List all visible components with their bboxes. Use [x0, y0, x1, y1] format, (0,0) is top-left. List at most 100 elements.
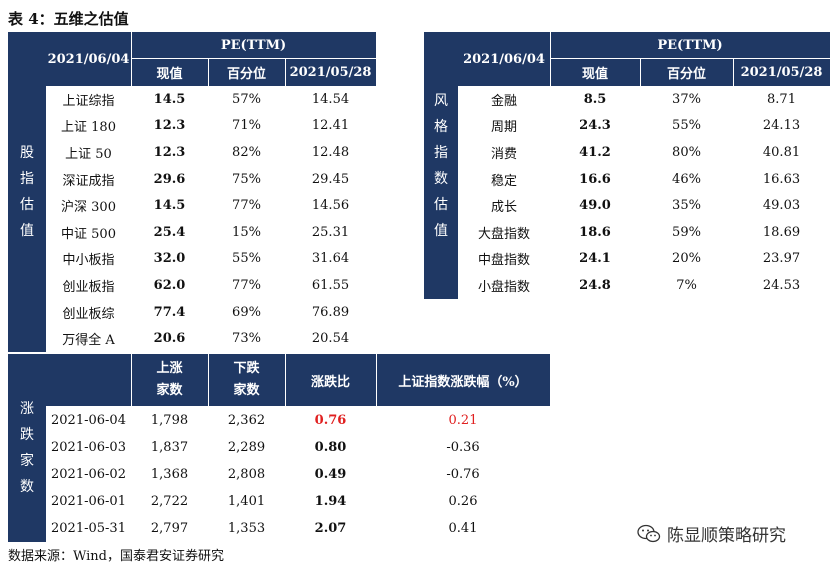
side-label-char: 数: [20, 479, 34, 495]
pe-percentile: 37%: [672, 91, 701, 107]
side-bar: [424, 32, 458, 299]
pe-prev-value: 18.69: [762, 224, 801, 240]
pe-percentile: 80%: [672, 144, 701, 160]
pe-current-value: 12.3: [153, 144, 186, 160]
style-name: 中盘指数: [477, 253, 530, 269]
col-header-decliners: 下跌 家数: [233, 361, 260, 398]
pe-prev-value: 14.54: [311, 91, 350, 107]
pe-ttm-header: PE(TTM): [220, 37, 287, 53]
watermark-text: 陈显顺策略研究: [667, 526, 786, 546]
pe-prev-value: 12.41: [311, 118, 350, 134]
index-change: 0.26: [448, 494, 478, 509]
advance-decline-ratio: 0.49: [314, 467, 347, 482]
advance-decline-ratio: 0.80: [314, 440, 347, 455]
pe-percentile: 71%: [232, 118, 261, 134]
watermark: 陈显顺策略研究: [637, 521, 786, 546]
pe-prev-value: 49.03: [762, 198, 801, 214]
header-bar: [46, 354, 550, 406]
pe-percentile: 46%: [672, 171, 701, 187]
side-label-char: 股: [20, 145, 34, 161]
side-label-char: 估: [434, 196, 448, 213]
pe-percentile: 59%: [672, 224, 701, 240]
decliners-count: 2,362: [227, 413, 266, 428]
pe-percentile: 20%: [672, 251, 701, 267]
pe-prev-value: 76.89: [311, 304, 350, 320]
advance-decline-ratio: 0.76: [314, 413, 347, 428]
date-header: 2021/06/04: [47, 51, 130, 67]
header-bar: [46, 32, 376, 86]
index-name: 沪深 300: [61, 200, 116, 216]
col-header-prev-date: 2021/05/28: [289, 65, 372, 80]
pe-prev-value: 31.64: [311, 251, 350, 267]
trade-date: 2021-06-01: [51, 494, 126, 509]
pe-percentile: 7%: [676, 277, 697, 293]
index-name: 上证 50: [65, 146, 112, 162]
side-label-char: 估: [20, 197, 34, 213]
index-name: 创业板指: [62, 279, 115, 295]
pe-percentile: 82%: [232, 144, 261, 160]
col-header-current: 现值: [581, 67, 608, 82]
side-label-char: 数: [434, 170, 448, 187]
pe-current-value: 25.4: [153, 224, 186, 240]
pe-current-value: 62.0: [153, 277, 186, 293]
pe-percentile: 15%: [232, 224, 261, 240]
advance-decline-ratio: 2.07: [314, 521, 347, 536]
pe-current-value: 24.1: [579, 251, 611, 267]
trade-date: 2021-06-02: [51, 467, 126, 482]
pe-percentile: 77%: [232, 277, 261, 293]
side-label: 股指估值: [8, 32, 46, 352]
pe-prev-value: 24.13: [762, 118, 801, 134]
index-name: 创业板综: [62, 306, 115, 322]
style-name: 金融: [490, 93, 517, 109]
pe-ttm-header: PE(TTM): [657, 37, 723, 53]
pe-percentile: 73%: [232, 331, 261, 347]
advancers-count: 2,722: [150, 494, 189, 509]
index-change: -0.36: [446, 440, 480, 455]
index-name: 万得全 A: [62, 333, 115, 349]
side-bar: [8, 354, 46, 542]
col-header-advancers: 上涨 家数: [156, 361, 183, 398]
side-label-char: 指: [20, 171, 34, 187]
pe-prev-value: 23.97: [762, 251, 801, 267]
source-note: 数据来源：Wind，国泰君安证券研究: [8, 549, 224, 564]
col-header-index-change: 上证指数涨跌幅（%）: [398, 374, 528, 390]
index-change: -0.76: [446, 467, 480, 482]
style-name: 大盘指数: [477, 226, 530, 242]
index-name: 中证 500: [61, 226, 116, 242]
index-name: 上证综指: [62, 93, 115, 109]
pe-prev-value: 29.45: [311, 171, 350, 187]
pe-current-value: 14.5: [153, 198, 186, 214]
side-label-char: 值: [434, 222, 448, 239]
style-name: 成长: [490, 200, 517, 216]
pe-percentile: 55%: [672, 118, 701, 134]
pe-current-value: 29.6: [153, 171, 186, 187]
decliners-count: 2,808: [227, 467, 266, 482]
wechat-icon: [637, 524, 661, 542]
pe-current-value: 32.0: [153, 251, 186, 267]
pe-current-value: 24.3: [579, 118, 611, 134]
style-name: 消费: [490, 146, 517, 162]
style-name: 稳定: [490, 173, 517, 189]
pe-percentile: 35%: [672, 198, 701, 214]
side-label-char: 风: [434, 92, 448, 109]
pe-current-value: 49.0: [579, 198, 611, 214]
index-change: 0.41: [448, 521, 478, 536]
col-header-ratio: 涨跌比: [310, 374, 350, 390]
side-label-char: 涨: [20, 401, 34, 417]
pe-prev-value: 40.81: [762, 144, 801, 160]
decliners-count: 1,353: [227, 521, 266, 536]
col-header-current: 现值: [156, 67, 183, 82]
pe-current-value: 16.6: [579, 171, 611, 187]
pe-percentile: 77%: [232, 198, 261, 214]
index-name: 上证 180: [61, 120, 116, 136]
pe-prev-value: 24.53: [762, 277, 801, 293]
side-label: 风格指数估值: [424, 32, 458, 299]
pe-current-value: 24.8: [579, 277, 611, 293]
trade-date: 2021-06-04: [51, 413, 126, 428]
table-title: 表 4：五维之估值: [8, 10, 129, 28]
date-header: 2021/06/04: [463, 51, 545, 67]
col-header-percentile: 百分位: [666, 67, 706, 82]
pe-current-value: 12.3: [153, 118, 186, 134]
index-name: 深证成指: [62, 173, 115, 189]
index-change: 0.21: [448, 413, 478, 428]
